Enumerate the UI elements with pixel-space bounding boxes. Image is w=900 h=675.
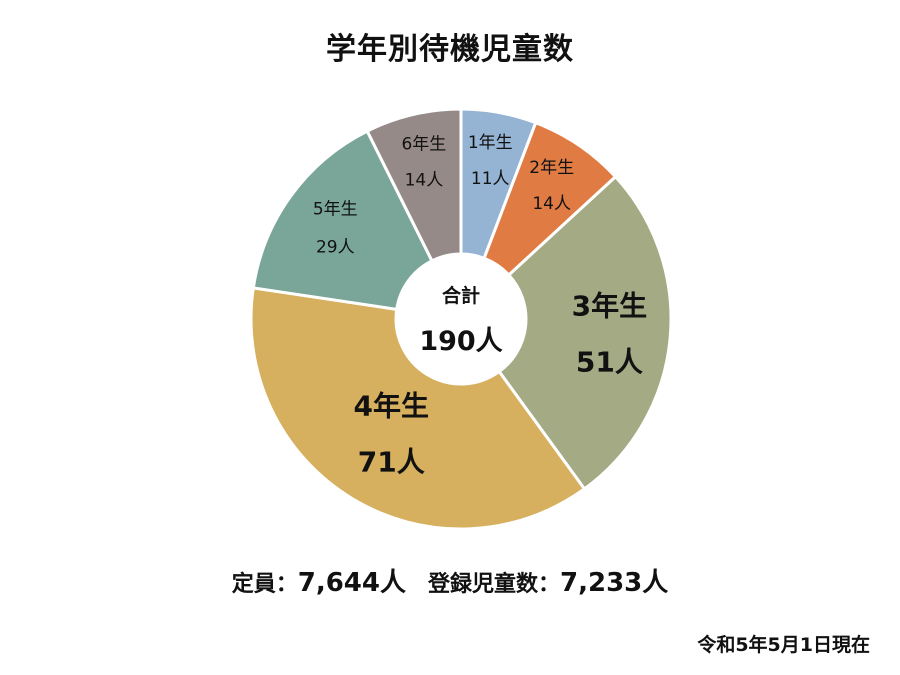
slice-5-category-label: 5年生 bbox=[313, 200, 358, 220]
slice-6-value-label: 14人 bbox=[405, 171, 444, 191]
summary-line: 定員：7,644人 登録児童数：7,233人 bbox=[0, 562, 900, 599]
slice-6 bbox=[365, 107, 463, 263]
registered-label: 登録児童数： bbox=[428, 572, 561, 597]
capacity-label: 定員： bbox=[231, 572, 298, 597]
slice-4-category-label: 4年生 bbox=[354, 390, 429, 423]
center-total-label: 合計 bbox=[442, 284, 480, 307]
slice-5 bbox=[251, 129, 434, 311]
slice-4 bbox=[249, 286, 586, 531]
slice-2-value-label: 14人 bbox=[532, 194, 571, 214]
slice-1-category-label: 1年生 bbox=[468, 133, 513, 153]
slice-2-category-label: 2年生 bbox=[529, 158, 574, 178]
slice-3 bbox=[497, 175, 673, 491]
capacity-value: 7,644人 bbox=[297, 568, 406, 598]
registered-value: 7,233人 bbox=[560, 568, 669, 598]
slice-6-category-label: 6年生 bbox=[401, 135, 446, 155]
slices-group bbox=[249, 107, 673, 531]
slice-5-value-label: 29人 bbox=[316, 238, 355, 258]
as-of-date: 令和5年5月1日現在 bbox=[697, 634, 870, 656]
center-total-value: 190人 bbox=[419, 326, 502, 357]
chart-title: 学年別待機児童数 bbox=[326, 32, 574, 67]
slice-3-value-label: 51人 bbox=[576, 346, 643, 379]
slice-labels-group: 1年生 11人 2年生 14人 3年生 51人 4年生 71人 5年生 29人 6年生 14人 bbox=[313, 133, 647, 479]
slice-1-value-label: 11人 bbox=[471, 169, 510, 189]
slice-3-category-label: 3年生 bbox=[572, 290, 647, 323]
slice-4-value-label: 71人 bbox=[358, 446, 425, 479]
